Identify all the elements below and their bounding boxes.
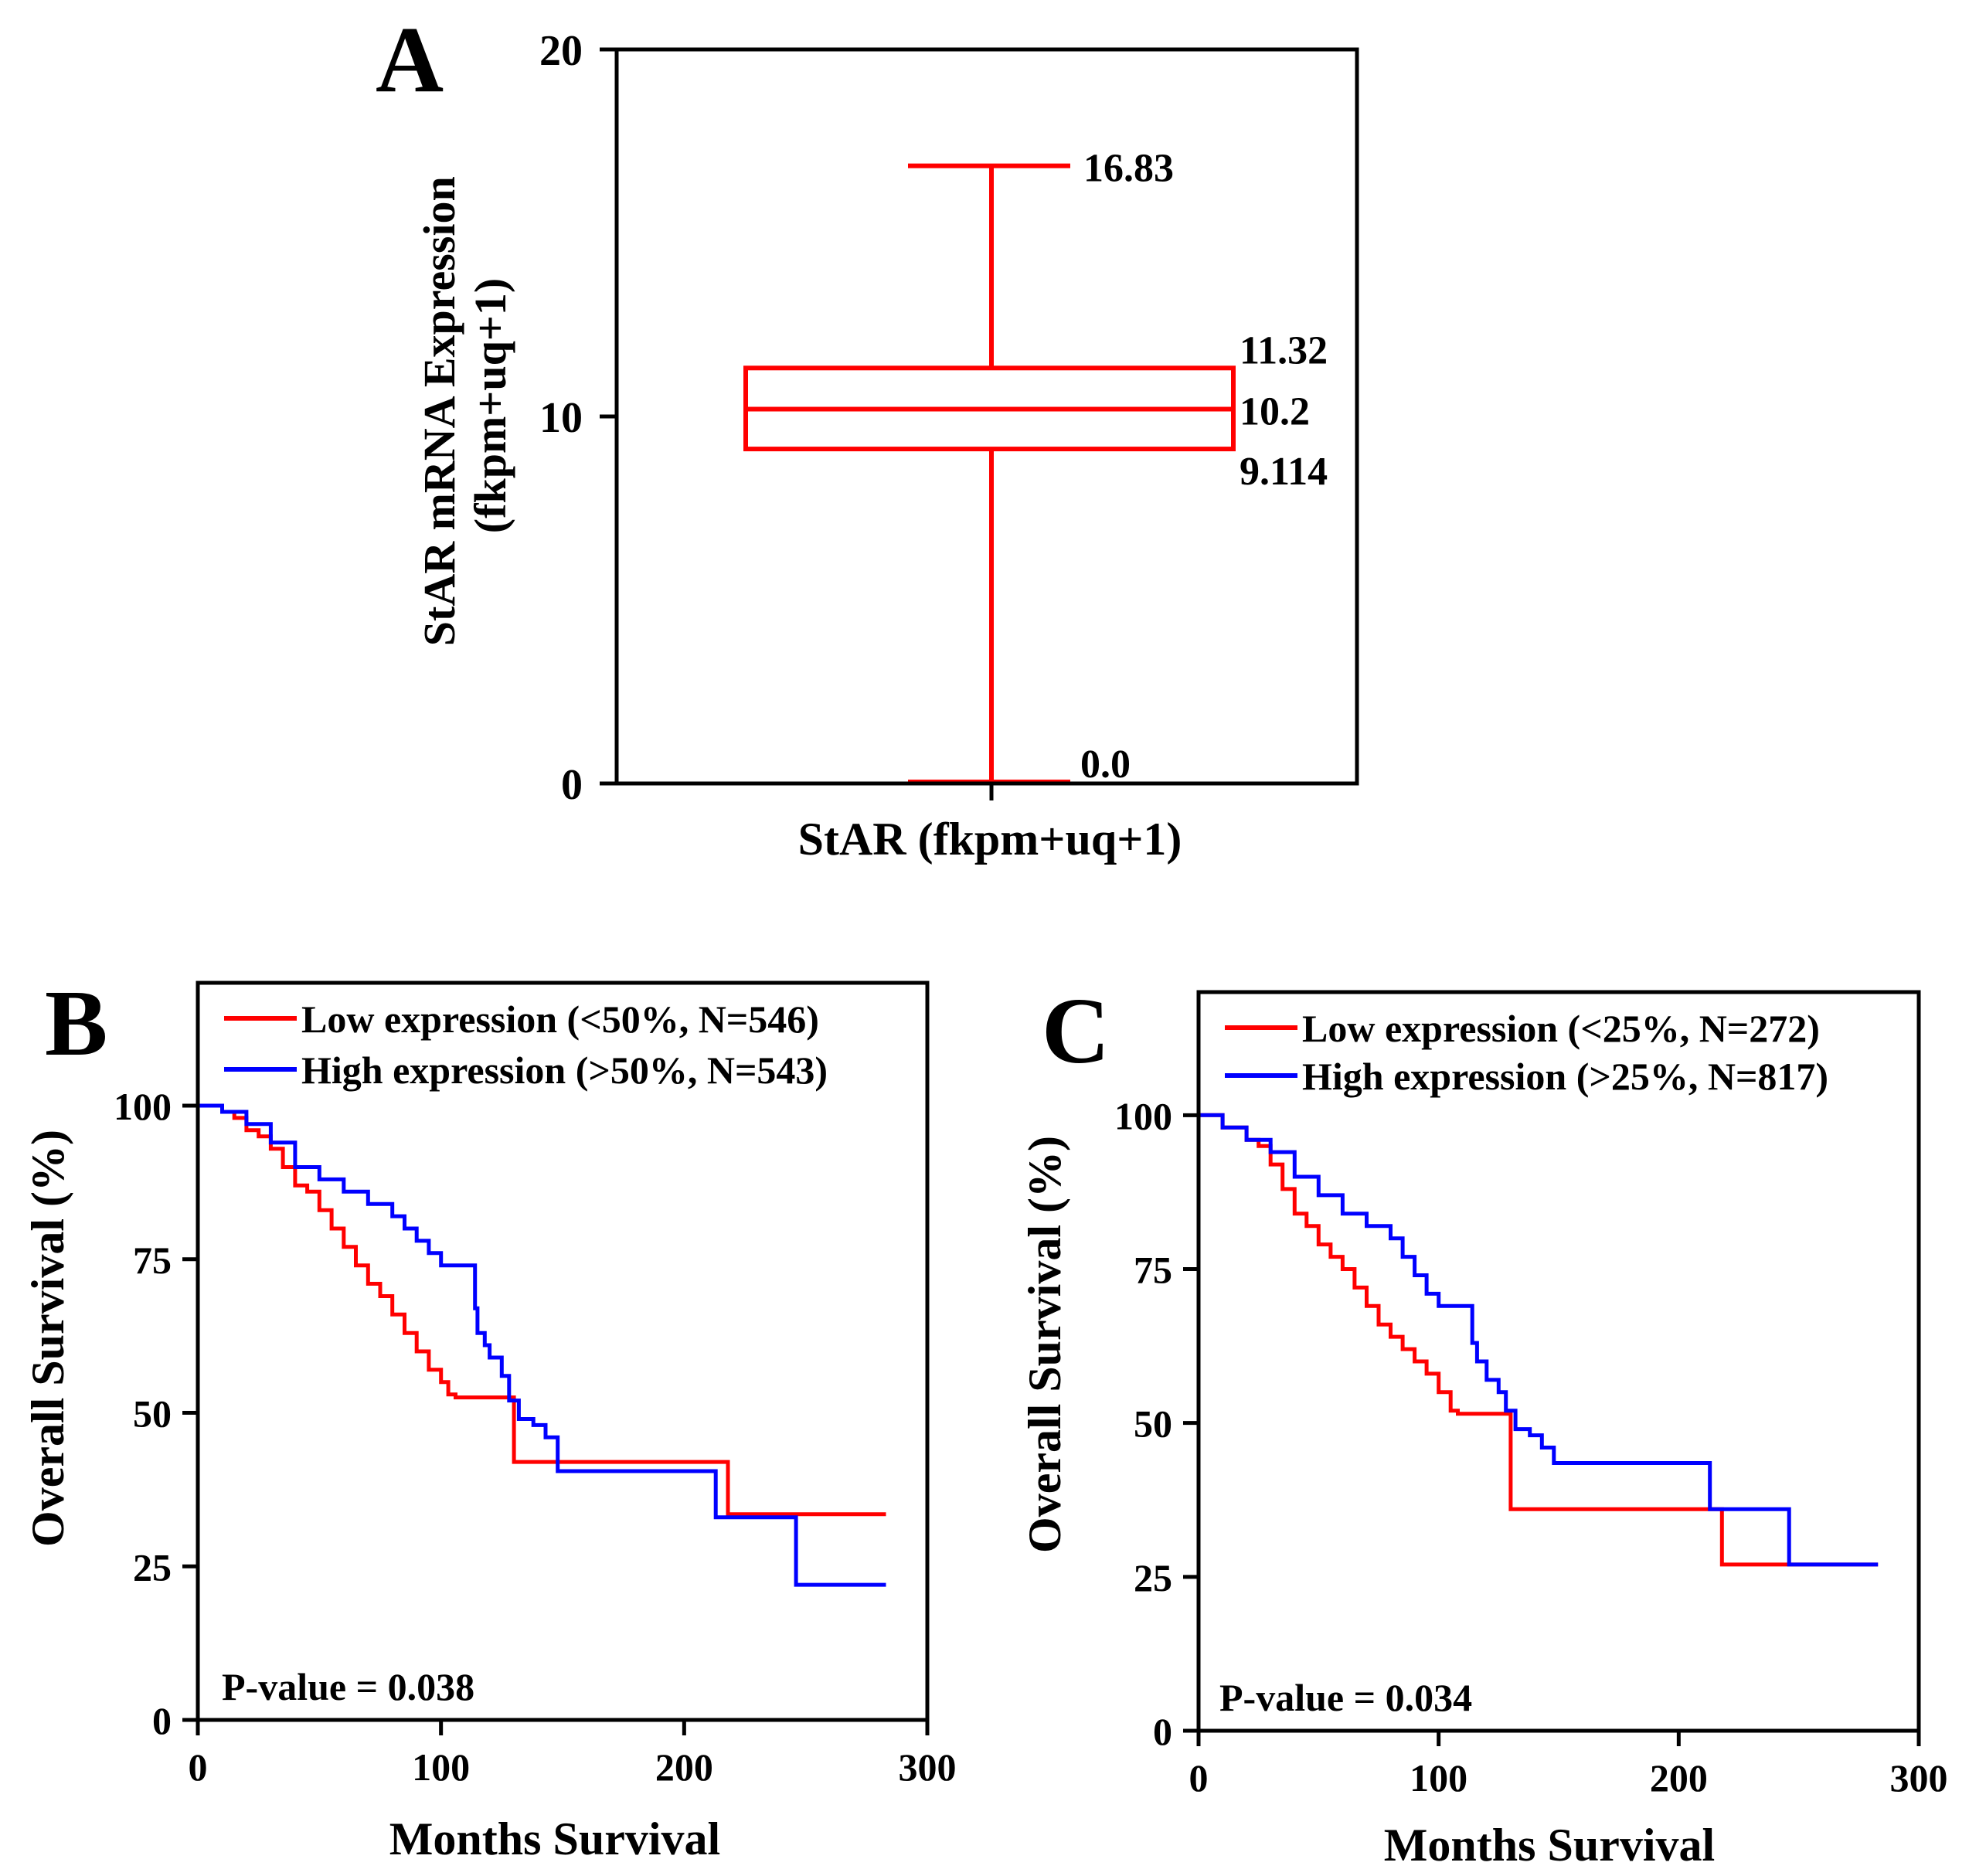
panel-b-legend-label-low: Low expression (<50%, N=546) — [301, 997, 819, 1041]
panel-c-series-low-line — [1199, 1113, 1879, 1567]
panel-b-y-tick-label: 0 — [152, 1699, 172, 1742]
panel-c-y-tick-label: 100 — [1114, 1094, 1172, 1137]
panel-a-ylabel: StAR mRNA Expression (fkpm+uq+1) — [414, 165, 515, 647]
panel-c-y-tick-label: 50 — [1134, 1402, 1172, 1446]
panel-b-y-tick-label: 50 — [133, 1392, 172, 1436]
panel-a-max-label: 16.83 — [1083, 147, 1174, 191]
panel-c: C Overall Survival (%) 0 25 50 75 100 0 100 200… — [1019, 979, 1948, 1871]
panel-b-plot: 0 25 50 75 100 0 100 200 300 Low expression (<50%… — [114, 980, 957, 1789]
panel-c-y-tick-label: 25 — [1134, 1556, 1172, 1599]
panel-b-y-tick-label: 75 — [133, 1239, 172, 1282]
panel-a-min-label: 0.0 — [1080, 743, 1131, 787]
panel-b-letter: B — [45, 971, 107, 1076]
panel-a: A StAR mRNA Expression (fkpm+uq+1) 0 10 20… — [376, 8, 1359, 865]
panel-b-plot-frame — [196, 980, 930, 1722]
panel-a-y-ticks: 0 10 20 — [539, 27, 617, 809]
panel-c-plot: 0 25 50 75 100 0 100 200 300 Low expression (<25%… — [1114, 990, 1948, 1800]
panel-a-y-tick-label: 0 — [561, 761, 583, 809]
panel-a-q3-label: 11.32 — [1240, 328, 1328, 372]
panel-a-q1-label: 9.114 — [1240, 450, 1328, 494]
panel-c-x-tick-label: 0 — [1189, 1756, 1209, 1800]
panel-c-xlabel: Months Survival — [1384, 1820, 1715, 1871]
panel-b-y-tick-label: 100 — [114, 1085, 172, 1128]
panel-b-xlabel: Months Survival — [389, 1813, 720, 1864]
panel-c-legend-label-high: High expression (>25%, N=817) — [1302, 1055, 1828, 1098]
panel-c-plot-frame — [1196, 990, 1921, 1733]
panel-b-x-tick-label: 300 — [899, 1745, 957, 1789]
panel-a-y-tick-label: 20 — [539, 27, 583, 75]
panel-c-letter: C — [1042, 979, 1110, 1083]
panel-c-x-tick-label: 300 — [1890, 1756, 1948, 1800]
panel-a-y-tick-label: 10 — [539, 394, 583, 442]
panel-b-y-tick-label: 25 — [133, 1545, 172, 1589]
panel-c-y-tick-label: 0 — [1153, 1710, 1172, 1753]
panel-b-ylabel: Overall Survival (%) — [22, 1130, 73, 1547]
panel-b-x-tick-label: 0 — [189, 1745, 208, 1789]
panel-b-pvalue: P-value = 0.038 — [222, 1665, 474, 1708]
panel-b-legend-label-high: High expression (>50%, N=543) — [301, 1048, 828, 1092]
panel-a-ylabel-line-1: StAR mRNA Expression — [414, 176, 464, 646]
panel-b-x-tick-label: 200 — [655, 1745, 713, 1789]
panel-c-pvalue: P-value = 0.034 — [1219, 1676, 1472, 1719]
panel-c-ylabel: Overall Survival (%) — [1019, 1136, 1070, 1553]
panel-c-x-tick-label: 200 — [1650, 1756, 1708, 1800]
panel-b-series-high-line — [198, 1103, 886, 1587]
panel-a-boxplot: 16.83 11.32 10.2 9.114 0.0 — [743, 147, 1328, 787]
panel-b-series-low-line — [198, 1103, 886, 1517]
panel-b: B Overall Survival (%) 0 25 50 75 100 0 100 200… — [22, 971, 957, 1864]
panel-b-x-tick-label: 100 — [412, 1745, 470, 1789]
panel-c-x-tick-label: 100 — [1410, 1756, 1467, 1800]
panel-a-xlabel: StAR (fkpm+uq+1) — [798, 814, 1182, 865]
panel-c-series-high-line — [1199, 1113, 1879, 1567]
panel-a-median-label: 10.2 — [1240, 390, 1310, 434]
panel-c-legend-label-low: Low expression (<25%, N=272) — [1302, 1007, 1820, 1050]
panel-a-letter: A — [376, 8, 444, 112]
panel-c-y-tick-label: 75 — [1134, 1249, 1172, 1292]
panel-a-ylabel-line-2: (fkpm+uq+1) — [465, 278, 515, 533]
panel-a-plot-frame — [614, 47, 1359, 786]
